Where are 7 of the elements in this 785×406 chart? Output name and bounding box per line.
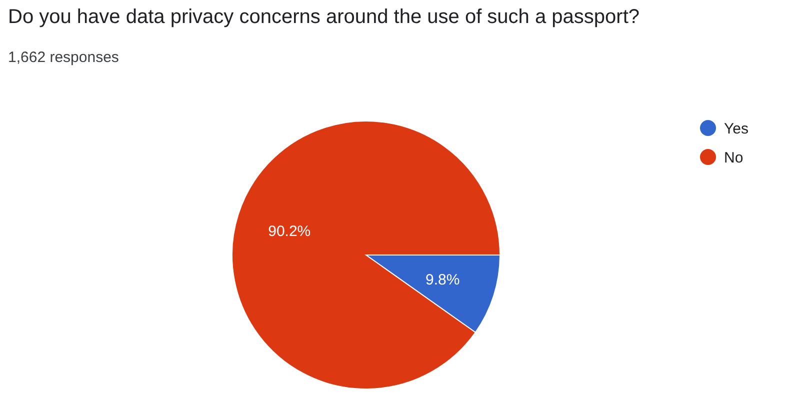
data-label: 90.2% xyxy=(268,222,311,240)
chart-title: Do you have data privacy concerns around the use of such a passport? xyxy=(8,6,640,28)
text: 1,662 responses xyxy=(8,49,119,66)
pie-slice xyxy=(232,120,500,390)
data-label: 9.8% xyxy=(426,272,460,289)
legend-label: Yes xyxy=(724,120,748,138)
legend-label: No xyxy=(724,149,744,166)
